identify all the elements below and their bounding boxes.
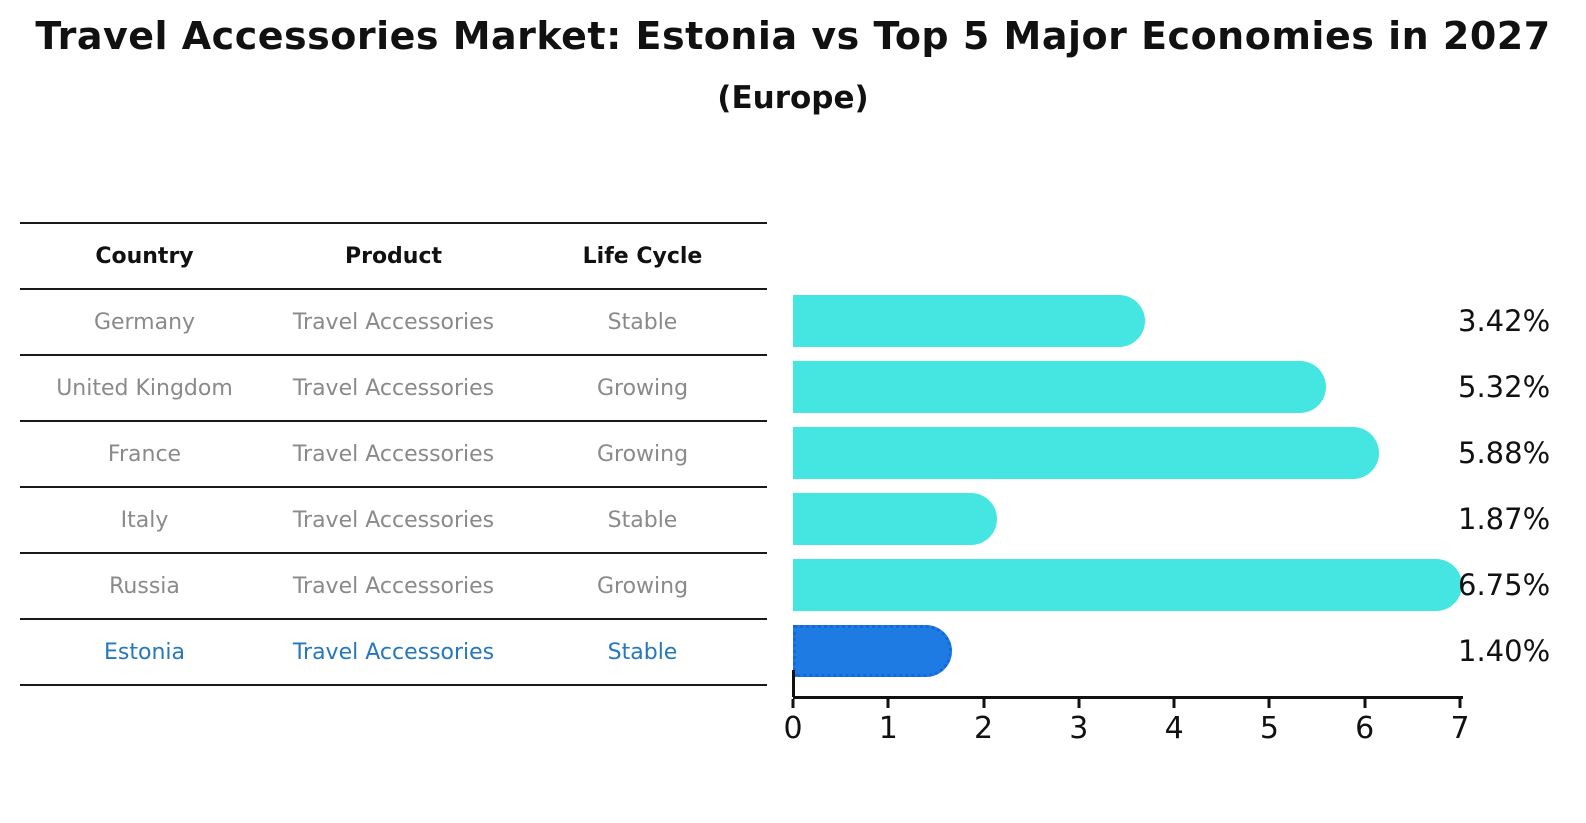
x-tick-0: 0: [783, 711, 803, 746]
country-table: Country Product Life Cycle Germany Trave…: [20, 222, 767, 686]
cell-country: France: [107, 441, 182, 467]
cell-product: Travel Accessories: [292, 441, 495, 467]
column-header-product: Product: [344, 243, 443, 269]
table-row-russia: Russia Travel Accessories Growing: [20, 554, 767, 620]
bar-estonia: [793, 625, 953, 677]
value-label-russia: 6.75%: [1458, 568, 1551, 602]
x-tick-3: 3: [1069, 711, 1089, 746]
cell-life-cycle: Stable: [607, 639, 678, 665]
cell-life-cycle: Stable: [607, 507, 678, 533]
table-row-italy: Italy Travel Accessories Stable: [20, 488, 767, 554]
x-tick-2: 2: [974, 711, 994, 746]
cell-product: Travel Accessories: [292, 639, 495, 665]
x-axis-corner: [792, 670, 795, 697]
x-tick-1: 1: [878, 711, 898, 746]
table-header-row: Country Product Life Cycle: [20, 224, 767, 290]
tickmark: [1458, 699, 1462, 708]
x-tick-6: 6: [1355, 711, 1375, 746]
value-label-germany: 3.42%: [1458, 304, 1551, 338]
cell-country: United Kingdom: [56, 375, 233, 401]
x-tick-7: 7: [1450, 711, 1470, 746]
chart-subtitle: (Europe): [717, 80, 869, 116]
tickmark: [1077, 699, 1081, 708]
cell-life-cycle: Growing: [596, 441, 689, 467]
tickmark: [982, 699, 986, 708]
cell-product: Travel Accessories: [292, 309, 495, 335]
x-tick-4: 4: [1164, 711, 1184, 746]
x-axis-tickmarks: [791, 699, 1462, 709]
table-row-germany: Germany Travel Accessories Stable: [20, 290, 767, 356]
column-header-life-cycle: Life Cycle: [582, 243, 703, 269]
bar-germany: [793, 295, 1145, 347]
column-header-country: Country: [95, 243, 194, 269]
cell-product: Travel Accessories: [292, 375, 495, 401]
x-axis-line: [793, 696, 1463, 699]
bar-united-kingdom: [793, 361, 1326, 413]
x-axis-tick-labels: 0 1 2 3 4 5 6 7: [783, 711, 1469, 747]
cell-life-cycle: Stable: [607, 309, 678, 335]
cell-life-cycle: Growing: [596, 375, 689, 401]
cell-life-cycle: Growing: [596, 573, 689, 599]
value-label-estonia: 1.40%: [1458, 634, 1551, 668]
tickmark: [1267, 699, 1271, 708]
bar-italy: [793, 493, 998, 545]
cell-product: Travel Accessories: [292, 573, 495, 599]
cell-country: Estonia: [104, 639, 185, 665]
x-tick-5: 5: [1259, 711, 1279, 746]
table-row-estonia: Estonia Travel Accessories Stable: [20, 620, 767, 686]
value-label-france: 5.88%: [1458, 436, 1551, 470]
cell-country: Russia: [109, 573, 180, 599]
cell-product: Travel Accessories: [292, 507, 495, 533]
bar-france: [793, 427, 1380, 479]
bar-russia: [793, 559, 1463, 611]
table-row-france: France Travel Accessories Growing: [20, 422, 767, 488]
cell-country: Italy: [120, 507, 169, 533]
tickmark: [1363, 699, 1367, 708]
chart-title: Travel Accessories Market: Estonia vs To…: [35, 14, 1551, 58]
value-label-italy: 1.87%: [1458, 502, 1551, 536]
cell-country: Germany: [93, 309, 196, 335]
table-row-united-kingdom: United Kingdom Travel Accessories Growin…: [20, 356, 767, 422]
tickmark: [886, 699, 890, 708]
value-label-united-kingdom: 5.32%: [1458, 370, 1551, 404]
tickmark: [1172, 699, 1176, 708]
tickmark: [791, 699, 795, 708]
